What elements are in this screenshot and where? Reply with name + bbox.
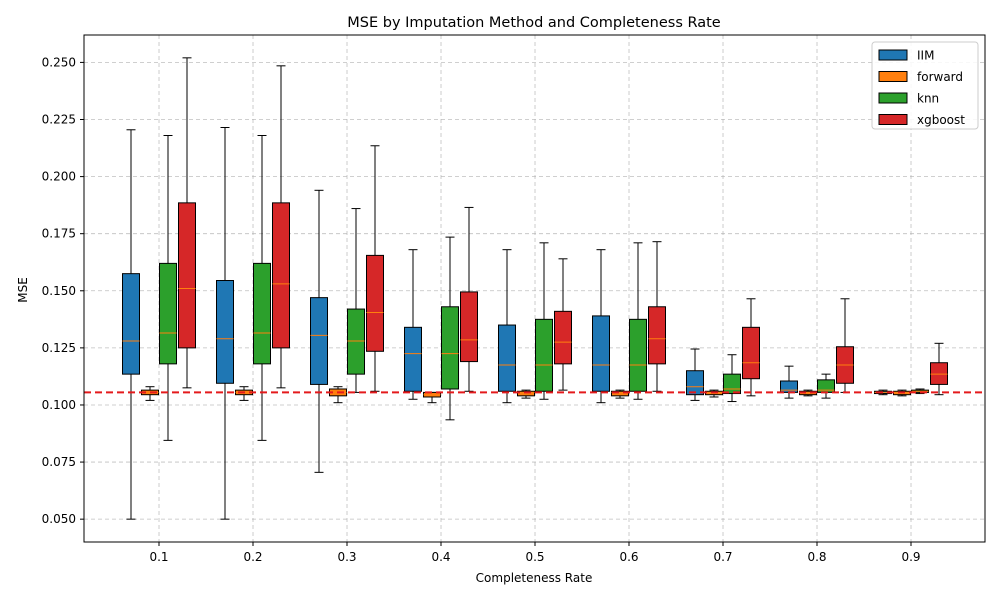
- x-tick-label: 0.6: [619, 550, 638, 564]
- box-IIM-0.4: [404, 326, 422, 392]
- y-tick-label: 0.150: [42, 284, 76, 298]
- box-IIM-0.3: [310, 297, 328, 385]
- legend-swatch-xgboost: [878, 114, 908, 125]
- box-IIM-0.2: [216, 280, 234, 384]
- box-xgboost-0.5: [554, 310, 572, 365]
- x-tick-label: 0.9: [901, 550, 920, 564]
- box-knn-0.3: [347, 308, 365, 375]
- y-tick-label: 0.075: [42, 455, 76, 469]
- y-tick-label: 0.200: [42, 170, 76, 184]
- box-knn-0.4: [441, 306, 459, 390]
- legend-label-forward: forward: [917, 70, 963, 84]
- y-tick-label: 0.175: [42, 227, 76, 241]
- box-forward-0.6: [611, 390, 629, 397]
- y-tick-label: 0.250: [42, 55, 76, 69]
- x-tick-label: 0.1: [149, 550, 168, 564]
- legend: [871, 41, 979, 130]
- x-tick-label: 0.4: [431, 550, 450, 564]
- box-knn-0.2: [253, 262, 271, 365]
- box-xgboost-0.7: [742, 326, 760, 380]
- box-IIM-0.8: [780, 380, 798, 393]
- plot-area: 0.1 0.2 0.3 0.4 0.5 0.6 0.7 0.8 0.9 0.050 0.075 0.1…: [42, 34, 986, 564]
- box-xgboost-0.9: [930, 362, 948, 385]
- legend-swatch-IIM: [878, 49, 908, 61]
- box-xgboost-0.3: [366, 254, 384, 352]
- x-axis-label: Completeness Rate: [476, 571, 593, 585]
- x-tick-label: 0.8: [807, 550, 826, 564]
- y-tick-label: 0.100: [42, 398, 76, 412]
- box-xgboost-0.1: [178, 202, 196, 349]
- box-forward-0.5: [517, 390, 535, 397]
- legend-swatch-knn: [878, 92, 908, 104]
- legend-label-knn: knn: [917, 92, 939, 106]
- legend-label-xgboost: xgboost: [917, 113, 965, 127]
- chart-title: MSE by Imputation Method and Completenes…: [347, 15, 721, 31]
- box-IIM-0.7: [686, 370, 704, 396]
- box-IIM-0.1: [122, 273, 140, 375]
- x-tick-label: 0.2: [243, 550, 262, 564]
- box-knn-0.1: [159, 262, 177, 365]
- legend-swatch-forward: [878, 71, 908, 82]
- box-xgboost-0.4: [460, 291, 478, 363]
- box-knn-0.5: [535, 318, 553, 392]
- box-xgboost-0.2: [272, 202, 290, 349]
- x-tick-label: 0.5: [525, 550, 544, 564]
- x-tick-label: 0.3: [337, 550, 356, 564]
- x-tick-label: 0.7: [713, 550, 732, 564]
- box-IIM-0.5: [498, 324, 516, 392]
- y-tick-label: 0.225: [42, 113, 76, 127]
- legend-label-IIM: IIM: [917, 49, 934, 63]
- y-tick-label: 0.125: [42, 341, 76, 355]
- y-axis-label: MSE: [16, 277, 30, 303]
- box-knn-0.6: [629, 318, 647, 392]
- y-tick-label: 0.050: [42, 512, 76, 526]
- box-knn-0.7: [723, 373, 741, 395]
- box-xgboost-0.6: [648, 306, 666, 365]
- box-IIM-0.6: [592, 315, 610, 392]
